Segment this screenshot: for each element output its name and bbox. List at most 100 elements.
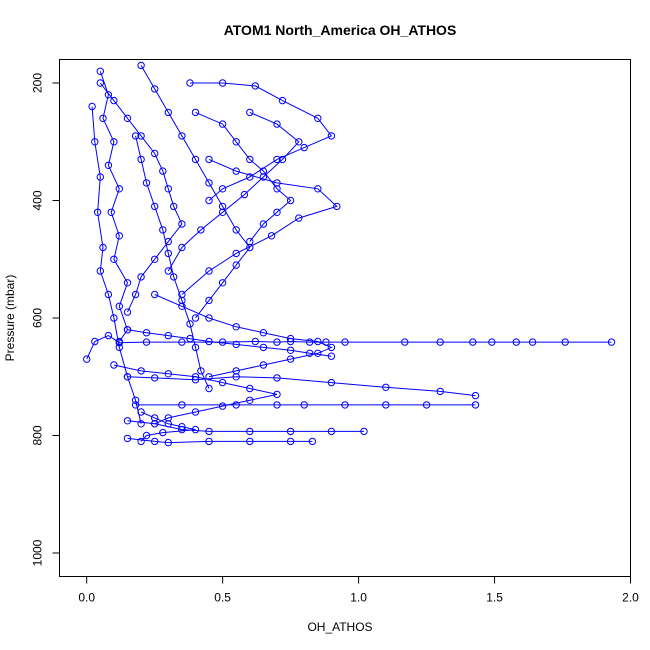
data-point xyxy=(151,290,159,299)
data-point xyxy=(164,420,173,428)
chart-title: ATOM1 North_America OH_ATHOS xyxy=(224,22,457,38)
data-point xyxy=(104,91,113,99)
data-point xyxy=(278,155,287,164)
data-point xyxy=(205,337,213,346)
data-point xyxy=(436,387,444,396)
data-point xyxy=(422,401,431,409)
data-point xyxy=(104,290,113,299)
data-point xyxy=(96,67,105,76)
data-point xyxy=(178,132,186,140)
data-point xyxy=(232,249,240,258)
data-series xyxy=(123,373,480,400)
data-point xyxy=(232,340,240,349)
data-point xyxy=(251,337,260,346)
data-point xyxy=(164,185,173,193)
data-point xyxy=(191,408,200,416)
series-line xyxy=(195,111,292,242)
data-point xyxy=(327,132,336,140)
data-point xyxy=(151,255,159,263)
data-point xyxy=(142,338,151,346)
data-point xyxy=(218,79,227,87)
data-point xyxy=(218,378,227,387)
data-point xyxy=(246,427,254,436)
data-point xyxy=(164,331,173,340)
data-series xyxy=(191,108,295,246)
data-point xyxy=(436,338,444,346)
data-point xyxy=(142,179,151,187)
data-point xyxy=(471,401,480,409)
data-point xyxy=(151,374,159,382)
y-tick-label: 200 xyxy=(31,73,45,93)
data-point xyxy=(191,373,200,381)
series-line xyxy=(86,335,612,360)
data-point xyxy=(401,338,409,346)
data-point xyxy=(164,267,173,275)
data-point xyxy=(246,396,254,404)
data-series xyxy=(137,61,254,322)
data-point xyxy=(164,249,173,258)
data-point xyxy=(191,425,200,434)
data-series xyxy=(96,79,186,316)
data-point xyxy=(273,120,281,128)
data-series xyxy=(88,102,145,428)
data-point xyxy=(191,108,200,117)
data-point xyxy=(159,428,167,437)
data-point xyxy=(295,214,303,222)
data-point xyxy=(327,343,336,352)
data-point xyxy=(151,414,159,422)
data-point xyxy=(137,420,145,428)
data-point xyxy=(178,243,186,252)
plot-area xyxy=(83,61,616,447)
data-point xyxy=(164,438,173,447)
data-point xyxy=(123,326,132,334)
data-point xyxy=(259,343,268,352)
data-point xyxy=(205,296,213,305)
series-line xyxy=(99,82,183,313)
data-point xyxy=(137,367,145,375)
data-point xyxy=(205,427,213,436)
data-point xyxy=(137,437,145,446)
x-tick-label: 2.0 xyxy=(622,591,639,605)
data-point xyxy=(110,361,118,369)
data-point xyxy=(218,208,227,217)
data-point xyxy=(205,267,213,275)
x-axis: 0.0 0.5 1.0 1.5 2.0 xyxy=(78,576,639,605)
data-point xyxy=(123,308,132,316)
data-point xyxy=(186,334,194,343)
data-point xyxy=(232,373,240,381)
data-point xyxy=(273,401,281,409)
series-line xyxy=(135,135,210,389)
data-point xyxy=(246,437,254,446)
y-tick-label: 600 xyxy=(31,308,45,328)
data-point xyxy=(131,290,140,299)
data-point xyxy=(205,155,213,164)
data-point xyxy=(123,373,132,381)
plot-frame xyxy=(59,59,631,577)
data-point xyxy=(123,279,132,287)
data-point xyxy=(512,338,520,346)
data-point xyxy=(205,196,213,205)
data-point xyxy=(178,401,186,409)
data-point xyxy=(151,149,159,158)
data-point xyxy=(218,185,227,193)
data-series xyxy=(123,417,368,436)
data-point xyxy=(191,155,200,164)
data-point xyxy=(151,85,159,93)
data-point xyxy=(96,173,105,181)
data-point xyxy=(178,338,186,346)
series-layer xyxy=(83,61,616,447)
series-line xyxy=(140,65,251,319)
y-axis-label: Pressure (mbar) xyxy=(3,275,17,362)
data-point xyxy=(259,167,268,175)
series-line xyxy=(190,82,333,201)
data-point xyxy=(246,155,254,164)
data-point xyxy=(191,343,200,352)
data-point xyxy=(170,202,178,211)
data-point xyxy=(259,361,268,369)
data-point xyxy=(83,355,91,363)
data-point xyxy=(104,331,113,340)
data-point xyxy=(178,220,186,228)
data-point xyxy=(110,314,118,322)
data-point xyxy=(259,173,268,181)
